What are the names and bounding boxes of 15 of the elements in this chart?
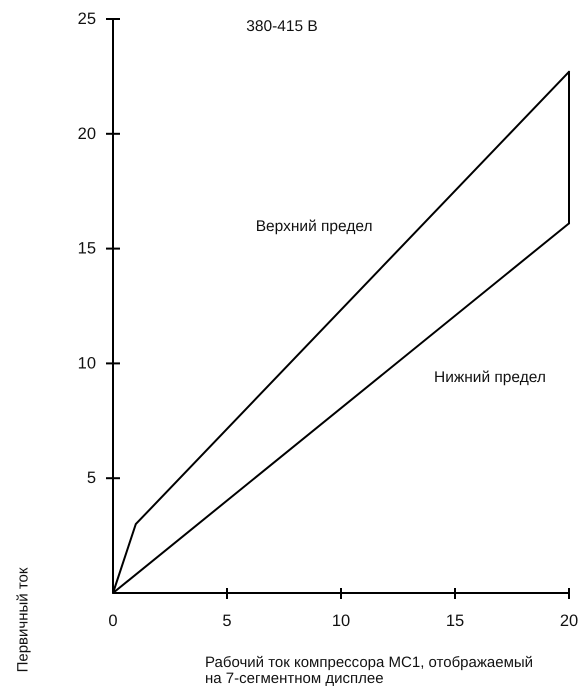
x-axis-title: Рабочий ток компрессора MC1, отображаемый на 7-сегментном дисплее: [205, 654, 534, 687]
y-tick-label: 20: [78, 124, 96, 143]
x-tick-label: 0: [108, 612, 118, 630]
chart-title: 380-415 В: [246, 18, 318, 35]
y-tick-label: 15: [78, 240, 96, 258]
x-tick-label: 10: [332, 612, 350, 630]
x-tick-label: 5: [222, 612, 232, 630]
series-label: Верхний предел: [256, 218, 373, 236]
y-tick-label: 10: [78, 354, 96, 372]
x-tick-label: 20: [560, 612, 578, 630]
series-label: Нижний предел: [434, 369, 546, 386]
x-tick-label: 15: [446, 612, 464, 630]
y-axis-title: Первичный ток: [14, 567, 32, 672]
y-tick-label: 25: [78, 10, 96, 28]
y-tick-label: 5: [86, 469, 96, 488]
